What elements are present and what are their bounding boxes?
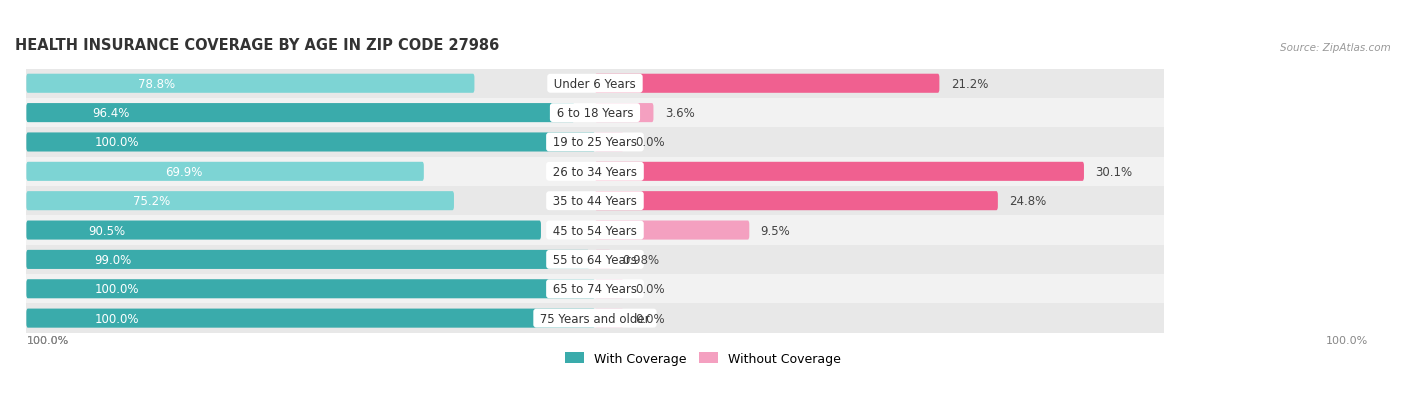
Text: 45 to 54 Years: 45 to 54 Years [550, 224, 641, 237]
Text: 69.9%: 69.9% [166, 166, 202, 178]
Text: Under 6 Years: Under 6 Years [550, 78, 640, 90]
Text: 21.2%: 21.2% [950, 78, 988, 90]
FancyBboxPatch shape [595, 280, 623, 299]
Text: 90.5%: 90.5% [89, 224, 125, 237]
FancyBboxPatch shape [27, 216, 1164, 245]
Text: 0.0%: 0.0% [634, 282, 665, 296]
FancyBboxPatch shape [27, 104, 575, 123]
FancyBboxPatch shape [27, 162, 423, 181]
FancyBboxPatch shape [595, 221, 749, 240]
Text: 100.0%: 100.0% [94, 312, 139, 325]
FancyBboxPatch shape [27, 304, 1164, 333]
FancyBboxPatch shape [27, 157, 1164, 187]
FancyBboxPatch shape [27, 187, 1164, 216]
Text: 96.4%: 96.4% [93, 107, 129, 120]
Text: 100.0%: 100.0% [1326, 335, 1368, 345]
FancyBboxPatch shape [27, 245, 1164, 274]
Text: 26 to 34 Years: 26 to 34 Years [550, 166, 641, 178]
FancyBboxPatch shape [595, 74, 939, 94]
FancyBboxPatch shape [595, 309, 623, 328]
FancyBboxPatch shape [595, 162, 1084, 181]
Text: 6 to 18 Years: 6 to 18 Years [553, 107, 637, 120]
FancyBboxPatch shape [27, 192, 454, 211]
Text: 55 to 64 Years: 55 to 64 Years [550, 253, 641, 266]
Text: 65 to 74 Years: 65 to 74 Years [550, 282, 641, 296]
Text: 78.8%: 78.8% [138, 78, 176, 90]
FancyBboxPatch shape [595, 192, 998, 211]
Text: 100.0%: 100.0% [27, 335, 69, 345]
Text: 75.2%: 75.2% [134, 195, 170, 208]
Text: Source: ZipAtlas.com: Source: ZipAtlas.com [1281, 43, 1391, 53]
Text: 3.6%: 3.6% [665, 107, 695, 120]
Text: 19 to 25 Years: 19 to 25 Years [550, 136, 641, 149]
FancyBboxPatch shape [27, 128, 1164, 157]
Text: 75 Years and older: 75 Years and older [536, 312, 654, 325]
FancyBboxPatch shape [27, 74, 474, 94]
Text: HEALTH INSURANCE COVERAGE BY AGE IN ZIP CODE 27986: HEALTH INSURANCE COVERAGE BY AGE IN ZIP … [15, 38, 499, 53]
FancyBboxPatch shape [27, 99, 1164, 128]
Text: 30.1%: 30.1% [1095, 166, 1132, 178]
Text: 99.0%: 99.0% [94, 253, 131, 266]
FancyBboxPatch shape [27, 309, 595, 328]
Text: 100.0%: 100.0% [94, 282, 139, 296]
Text: 0.0%: 0.0% [634, 136, 665, 149]
FancyBboxPatch shape [27, 133, 595, 152]
Text: 0.0%: 0.0% [634, 312, 665, 325]
Text: 100.0%: 100.0% [94, 136, 139, 149]
Text: 9.5%: 9.5% [761, 224, 790, 237]
FancyBboxPatch shape [27, 250, 589, 269]
Legend: With Coverage, Without Coverage: With Coverage, Without Coverage [561, 347, 845, 370]
Text: 100.0%: 100.0% [27, 335, 69, 345]
FancyBboxPatch shape [595, 133, 623, 152]
FancyBboxPatch shape [27, 274, 1164, 304]
FancyBboxPatch shape [27, 280, 595, 299]
Text: 24.8%: 24.8% [1010, 195, 1046, 208]
FancyBboxPatch shape [595, 104, 654, 123]
Text: 35 to 44 Years: 35 to 44 Years [550, 195, 641, 208]
Text: 0.98%: 0.98% [623, 253, 659, 266]
FancyBboxPatch shape [27, 221, 541, 240]
FancyBboxPatch shape [27, 69, 1164, 99]
FancyBboxPatch shape [595, 250, 610, 269]
